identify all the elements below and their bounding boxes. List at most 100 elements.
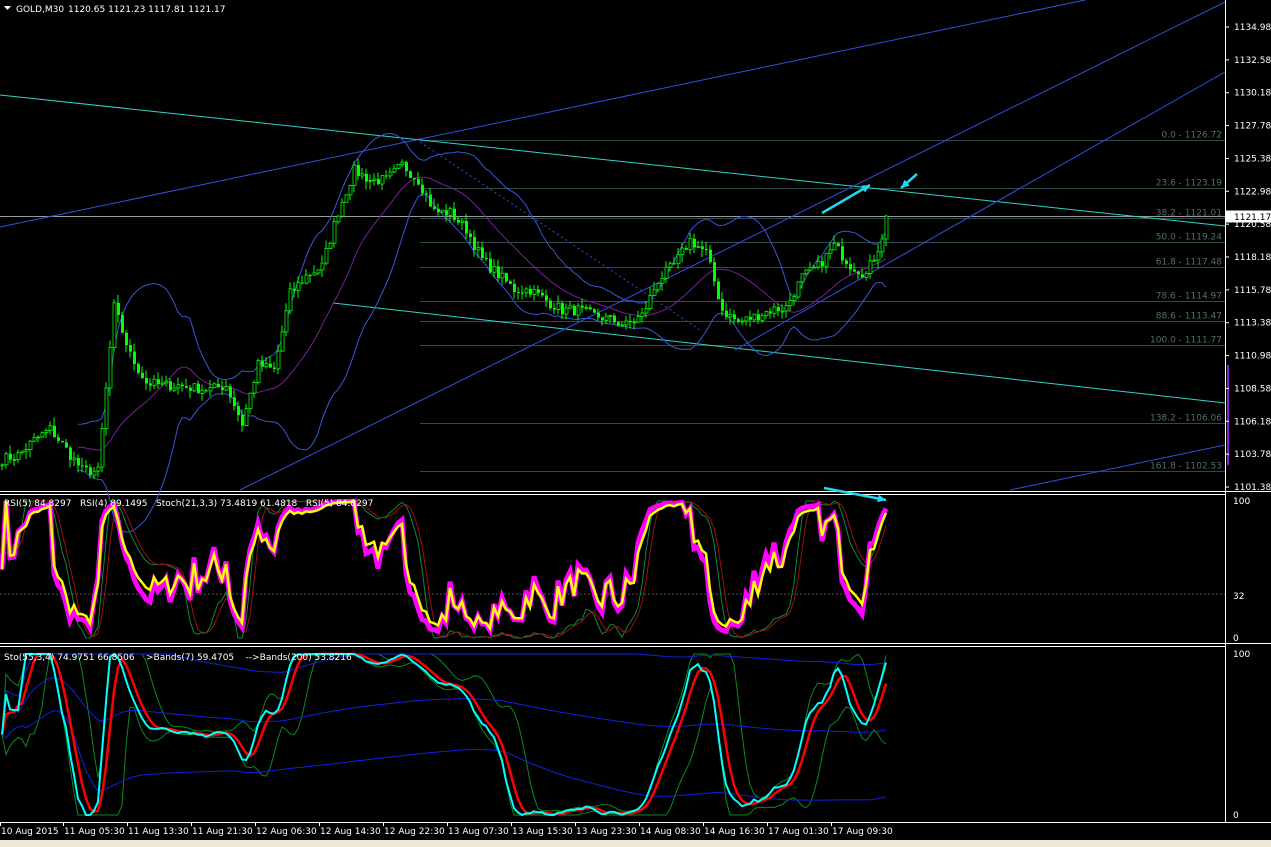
candle-body — [800, 273, 805, 283]
candle-body — [385, 175, 388, 177]
candle-body — [568, 305, 573, 309]
candle-body — [545, 295, 548, 301]
candle-body — [853, 269, 856, 272]
candle-body — [336, 215, 341, 223]
rsi4-line — [0, 498, 889, 638]
candle-body — [824, 252, 829, 267]
candle-body — [273, 367, 276, 369]
stochastic-legend: Sto(55,3,4) 74.9751 66.8506 >Bands(7) 59… — [4, 653, 352, 663]
price-axis: 1134.98 1132.58 1130.18 1127.78 1125.38 1122.… — [1225, 23, 1271, 493]
candle-body — [688, 238, 693, 251]
bands7-upper — [1, 653, 887, 812]
candle-body — [100, 428, 105, 468]
candle-body — [4, 453, 9, 466]
fib-level-label: 78.6 - 1114.97 — [1156, 292, 1222, 302]
candle-body — [812, 266, 817, 269]
candle-body — [597, 312, 600, 318]
time-tick-label: 13 Aug 15:30 — [512, 827, 573, 837]
candle-body — [365, 173, 368, 182]
candle-body — [421, 184, 424, 194]
candle-body — [521, 292, 524, 294]
candle-body — [788, 300, 793, 307]
trend-line — [0, 94, 1226, 227]
candle-body — [92, 470, 97, 476]
candle-body — [137, 363, 140, 373]
candle-body — [453, 208, 456, 220]
candle-body — [792, 296, 797, 302]
candle-body — [636, 316, 641, 323]
candle-body — [721, 299, 724, 311]
candle-body — [237, 406, 240, 415]
triangle-down-icon[interactable] — [4, 6, 11, 10]
bollinger-upper — [77, 132, 887, 425]
price-tick-label: 1132.58 — [1234, 56, 1271, 66]
candle-body — [53, 425, 56, 438]
time-tick-label: 12 Aug 14:30 — [320, 827, 381, 837]
candle-body — [664, 266, 669, 279]
candle-body — [524, 288, 529, 294]
rsi-legend: RSI(5) 84.8297 RSI(4) 89.1495 Stoch(21,3… — [4, 499, 373, 509]
candle-body — [537, 289, 540, 293]
candle-body — [372, 178, 377, 181]
candle-body — [244, 408, 249, 426]
candle-body — [513, 283, 516, 293]
candle-body — [9, 453, 12, 460]
candle-body — [36, 436, 41, 439]
fib-level-label: 50.0 - 1119.24 — [1156, 233, 1222, 243]
candle-body — [304, 274, 309, 284]
candle-body — [357, 165, 360, 176]
candle-body — [584, 307, 589, 309]
candle-body — [200, 389, 205, 394]
candle-body — [224, 386, 229, 391]
candle-body — [276, 350, 281, 370]
symbol-timeframe: GOLD,M30 — [16, 5, 64, 15]
price-tick-label: 1127.78 — [1234, 122, 1271, 132]
candle-body — [65, 442, 68, 448]
stochastic-panel[interactable] — [0, 652, 888, 817]
candle-body — [769, 311, 772, 314]
chart-tabs-bar[interactable] — [0, 840, 1271, 847]
candle-body — [564, 307, 569, 315]
candle-body — [312, 272, 317, 276]
time-tick-label: 17 Aug 01:30 — [768, 827, 829, 837]
candle-body — [425, 193, 428, 195]
candle-body — [556, 302, 561, 310]
candle-body — [352, 164, 357, 186]
candle-body — [780, 310, 785, 313]
candle-body — [725, 310, 728, 317]
candle-body — [849, 264, 852, 270]
stoch-main-line — [1, 652, 887, 817]
candle-body — [413, 177, 416, 180]
candle-body — [252, 382, 257, 394]
candle-body — [77, 458, 80, 466]
candle-body — [737, 319, 740, 322]
candle-body — [112, 302, 117, 349]
time-tick-label: 12 Aug 22:30 — [384, 827, 445, 837]
arrow-head-icon — [877, 494, 886, 503]
candle-body — [261, 360, 264, 367]
candle-body — [796, 281, 801, 298]
candle-body — [497, 266, 500, 278]
rsi-panel[interactable] — [0, 486, 1225, 639]
candle-body — [96, 466, 101, 472]
candle-body — [189, 387, 192, 391]
candle-body — [705, 248, 708, 250]
candle-body — [589, 307, 592, 310]
candle-body — [668, 262, 673, 268]
candle-body — [269, 363, 272, 368]
candle-body — [481, 247, 484, 258]
candle-body — [152, 378, 157, 387]
main-price-panel[interactable]: 0.0 - 1126.72 23.6 - 1123.19 38.2 - 1121.0… — [0, 0, 1229, 533]
time-tick-label: 11 Aug 05:30 — [64, 827, 125, 837]
candle-body — [320, 262, 325, 271]
time-tick-label: 17 Aug 09:30 — [832, 827, 893, 837]
candle-body — [576, 305, 581, 316]
time-tick-label: 14 Aug 08:30 — [640, 827, 701, 837]
arrow-head-icon — [901, 179, 910, 188]
candle-body — [629, 320, 632, 323]
candle-body — [160, 382, 165, 385]
candle-body — [20, 450, 25, 454]
time-tick-label: 13 Aug 07:30 — [448, 827, 509, 837]
candle-body — [400, 161, 405, 165]
